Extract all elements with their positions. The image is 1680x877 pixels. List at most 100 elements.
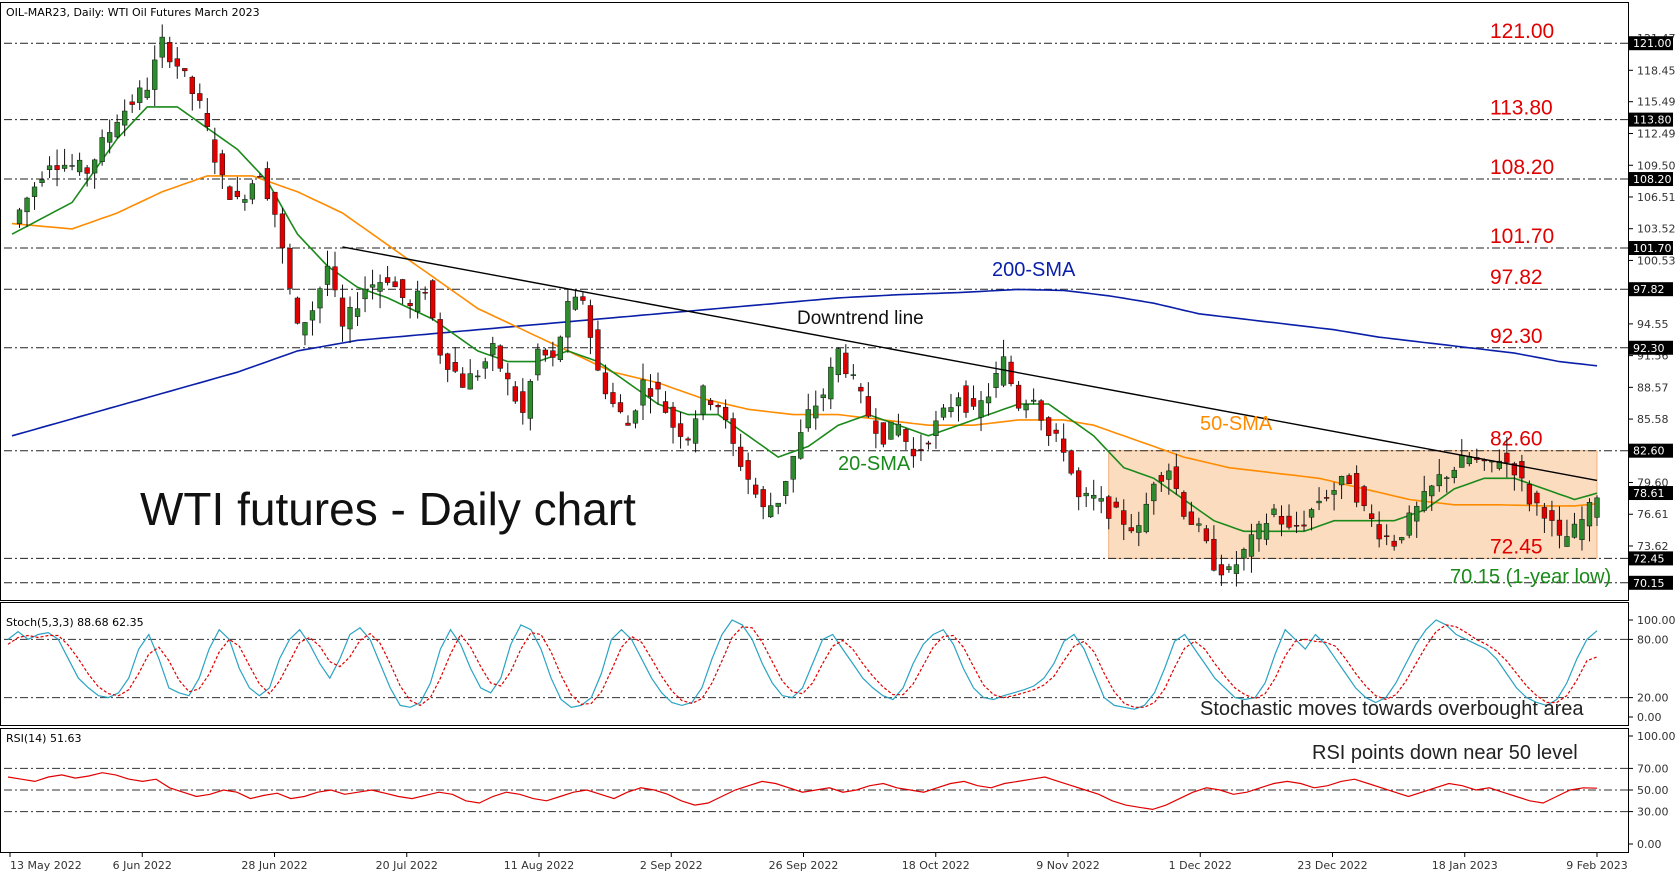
- price-tick-label: 112.49: [1637, 128, 1676, 141]
- candle-body: [895, 423, 902, 436]
- candle-body: [302, 322, 308, 336]
- candle-body: [61, 164, 68, 169]
- candle: [640, 363, 646, 420]
- candle-body: [227, 186, 233, 200]
- candle: [1121, 499, 1127, 541]
- candle-body: [783, 481, 789, 496]
- candle-body: [129, 101, 135, 105]
- candle-body: [347, 307, 353, 330]
- candle: [384, 266, 391, 286]
- candle-body: [1549, 510, 1555, 521]
- candle: [324, 250, 331, 297]
- candle: [490, 336, 496, 372]
- candle-body: [1459, 455, 1465, 468]
- candle: [369, 269, 376, 300]
- candle: [685, 436, 691, 446]
- price-tick-label: 109.50: [1637, 159, 1676, 172]
- candle: [114, 114, 120, 139]
- stoch-panel: [0, 602, 1629, 726]
- candle: [1023, 399, 1029, 419]
- candle-body: [813, 405, 819, 419]
- candle-body: [632, 410, 639, 424]
- candle: [963, 380, 969, 418]
- candle-body: [1188, 511, 1195, 525]
- candle-body: [1053, 429, 1059, 434]
- candle-body: [1421, 491, 1427, 511]
- candle: [497, 344, 503, 372]
- candle-body: [1451, 469, 1457, 478]
- candle: [1226, 563, 1232, 573]
- candle: [737, 433, 744, 471]
- candle: [1346, 473, 1352, 485]
- stoch-header: Stoch(5,3,3) 88.68 62.35: [6, 616, 144, 629]
- candle-body: [137, 87, 143, 103]
- candle: [460, 367, 466, 389]
- date-tick-label: 9 Nov 2022: [1036, 859, 1099, 872]
- candle-body: [1068, 450, 1074, 474]
- price-tag-label: 92.30: [1633, 342, 1665, 355]
- candle-body: [204, 113, 210, 127]
- candle: [16, 207, 23, 228]
- candle: [84, 165, 90, 187]
- candle-body: [1391, 540, 1397, 547]
- candle: [753, 477, 759, 499]
- indicator-tick-label: 100.00: [1637, 614, 1676, 627]
- candle-body: [1211, 538, 1217, 571]
- candle-body: [1384, 535, 1390, 537]
- downtrend-label: Downtrend line: [797, 308, 924, 329]
- candle-body: [1151, 483, 1157, 502]
- candle-body: [1541, 507, 1548, 519]
- candle-body: [1338, 476, 1345, 486]
- candle: [790, 455, 796, 493]
- candle: [1015, 381, 1022, 412]
- candle-body: [1564, 536, 1570, 547]
- candle: [993, 361, 999, 398]
- low-annotation: 70.15 (1-year low): [1450, 566, 1611, 588]
- date-tick-label: 23 Dec 2022: [1297, 859, 1367, 872]
- date-tick-label: 9 Feb 2023: [1566, 859, 1627, 872]
- date-tick-label: 28 Jun 2022: [241, 859, 307, 872]
- candle-body: [54, 165, 60, 170]
- candle-body: [46, 165, 53, 171]
- candle: [1053, 423, 1059, 442]
- indicator-tick-label: 80.00: [1637, 633, 1669, 646]
- candle-body: [760, 489, 766, 508]
- price-tag-label: 108.20: [1633, 173, 1672, 186]
- candle: [1384, 524, 1390, 546]
- candle: [707, 397, 714, 411]
- candle: [1241, 547, 1247, 571]
- candle-body: [1399, 537, 1405, 541]
- candle-body: [1556, 519, 1563, 536]
- candle: [1331, 482, 1337, 511]
- candle-body: [873, 420, 879, 434]
- candle-body: [572, 296, 579, 310]
- candle: [1293, 511, 1300, 534]
- candle-body: [114, 121, 120, 138]
- candle-body: [858, 386, 864, 392]
- candle: [1586, 498, 1593, 542]
- candle-body: [31, 186, 38, 197]
- candle-body: [1023, 404, 1029, 411]
- price-tick-label: 85.58: [1637, 413, 1669, 426]
- price-tag-label: 113.80: [1633, 114, 1672, 127]
- candle-body: [490, 343, 496, 356]
- candle-body: [933, 420, 939, 436]
- candle: [1196, 517, 1202, 533]
- candle-body: [1015, 384, 1022, 409]
- price-tag-box: [1629, 282, 1673, 297]
- candle-body: [332, 266, 338, 291]
- candle: [587, 299, 594, 355]
- chart-title-annotation: WTI futures - Daily chart: [140, 483, 636, 535]
- indicator-tick-label: 0.00: [1637, 838, 1662, 851]
- candle: [925, 440, 932, 450]
- candle-body: [580, 296, 586, 301]
- candle: [745, 452, 751, 495]
- candle-body: [715, 405, 721, 408]
- candle: [1158, 471, 1164, 492]
- candle: [1564, 519, 1570, 547]
- price-tag-label: 121.00: [1633, 37, 1672, 50]
- candle: [279, 208, 286, 264]
- candle: [137, 80, 143, 111]
- rsi-header: RSI(14) 51.63: [6, 732, 81, 745]
